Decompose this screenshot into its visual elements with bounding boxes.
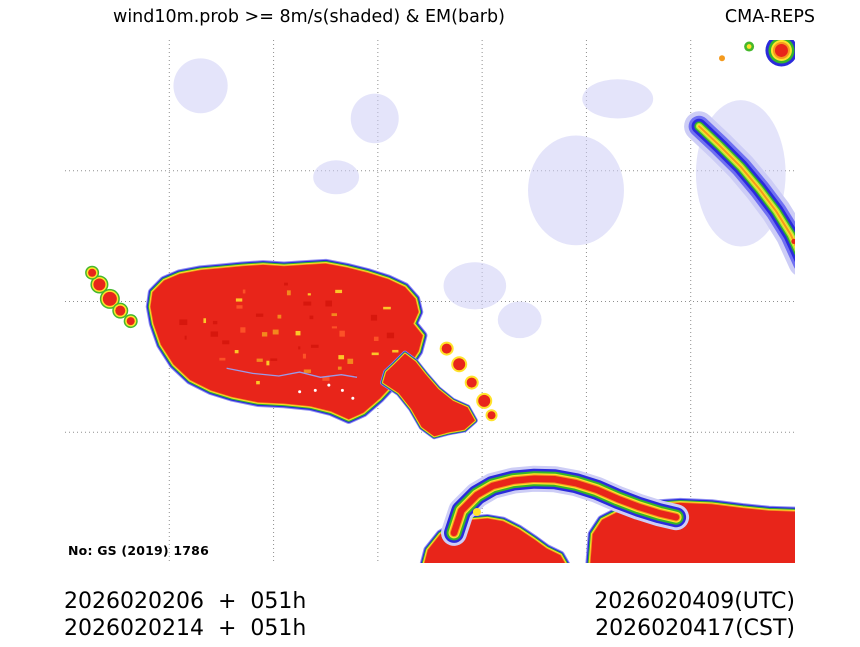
footer-valid-cst: 2026020417(CST)	[595, 616, 795, 641]
model-name: CMA-REPS	[724, 7, 815, 27]
license-note: No: GS (2019) 1786	[68, 543, 209, 558]
chart-title: wind10m.prob >= 8m/s(shaded) & EM(barb)	[113, 7, 505, 27]
footer-valid-utc: 2026020409(UTC)	[594, 589, 795, 614]
footer-init-cst: 2026020214 + 051h	[64, 616, 307, 641]
footer-init-utc: 2026020206 + 051h	[64, 589, 307, 614]
